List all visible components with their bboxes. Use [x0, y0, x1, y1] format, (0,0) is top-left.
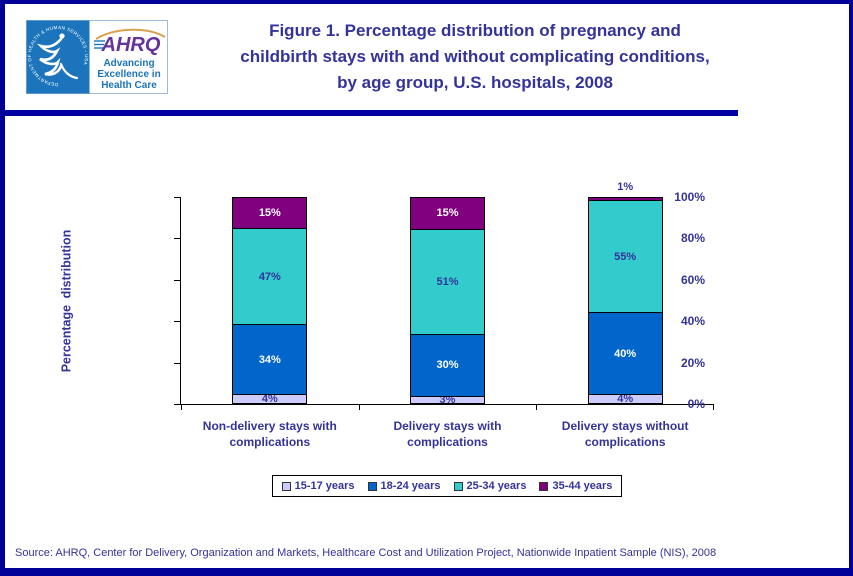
stacked-bar: 55% 40% 4%	[587, 197, 663, 404]
stacked-bar: 15% 51% 30% 3%	[410, 197, 485, 404]
legend-swatch	[281, 481, 291, 491]
legend-item: 15-17 years	[281, 480, 355, 492]
ahrq-speed-lines	[94, 40, 105, 49]
bar-segment: 51%	[411, 228, 484, 334]
legend-label: 25-34 years	[466, 480, 527, 492]
y-axis-tick	[174, 404, 180, 405]
bar-segment: 55%	[588, 200, 662, 313]
legend-label: 15-17 years	[294, 480, 355, 492]
legend-swatch	[453, 481, 463, 491]
y-axis-tick	[174, 238, 180, 240]
bar-segment	[588, 198, 662, 201]
bar-segment: 15%	[233, 198, 307, 229]
segment-label: 30%	[436, 359, 459, 372]
y-axis-tick-label: 60%	[680, 272, 705, 287]
figure-title: Figure 1. Percentage distribution of pre…	[165, 18, 785, 96]
bar-segment: 30%	[411, 333, 484, 396]
plot-area: 0% 20% 40% 60% 80% 100% 15% 47% 34% 4% Non-deliver…	[174, 181, 714, 449]
bar-segment: 4%	[233, 393, 307, 403]
y-axis-tick	[174, 197, 180, 198]
segment-label: 47%	[258, 270, 281, 283]
stacked-bar: 15% 47% 34% 4%	[232, 197, 308, 404]
segment-label: 40%	[614, 347, 637, 360]
segment-label: 55%	[614, 250, 637, 263]
legend-item: 35-44 years	[539, 480, 612, 492]
x-axis-tick	[713, 405, 714, 410]
figure-title-line-1: Figure 1. Percentage distribution of pre…	[269, 21, 681, 40]
legend-label: 35-44 years	[552, 480, 613, 492]
y-axis-tick	[174, 279, 180, 281]
figure-title-line-2: childbirth stays with and without compli…	[240, 47, 710, 66]
legend-label: 18-24 years	[380, 480, 441, 492]
segment-label: 15%	[258, 207, 281, 220]
legend-swatch	[539, 481, 549, 491]
tagline-line-2: Excellence in	[97, 69, 160, 80]
y-axis-title: Percentage distribution	[59, 229, 74, 372]
segment-label: 4%	[261, 393, 278, 403]
category-label: Delivery stays without complications	[561, 419, 689, 449]
category-label: Non-delivery stays with complications	[202, 419, 337, 449]
bar-segment: 3%	[411, 395, 484, 404]
x-axis-tick	[181, 405, 182, 410]
outside-segment-label: 1%	[617, 181, 634, 193]
y-axis-tick-label: 20%	[680, 355, 705, 370]
ahrq-hhs-logo: DEPARTMENT OF HEALTH & HUMAN SERVICES - …	[26, 20, 168, 94]
category-label: Delivery stays with complications	[393, 419, 502, 449]
tagline-line-1: Advancing	[103, 58, 154, 69]
y-axis-tick-label: 40%	[680, 314, 705, 329]
bar-segment: 40%	[588, 312, 662, 394]
y-axis-tick	[174, 321, 180, 323]
hhs-seal-background	[26, 20, 90, 94]
legend-row: 15-17 years 18-24 years 25-34 years 35-44 y…	[180, 475, 714, 497]
segment-label: 4%	[617, 393, 634, 403]
bar-segment: 15%	[411, 198, 484, 229]
legend-item: 25-34 years	[453, 480, 527, 492]
bar-segment: 4%	[588, 393, 662, 403]
source-note: Source: AHRQ, Center for Delivery, Organ…	[15, 547, 717, 559]
figure-title-line-3: by age group, U.S. hospitals, 2008	[337, 73, 613, 92]
x-axis-tick	[536, 405, 538, 410]
y-axis-tick	[174, 362, 180, 364]
segment-label: 51%	[436, 275, 459, 288]
ahrq-brand-text: AHRQ	[101, 34, 161, 56]
y-axis-tick-label: 0%	[687, 397, 705, 411]
bar-segment: 47%	[233, 228, 307, 325]
segment-label: 3%	[439, 395, 456, 404]
header-divider-rule	[5, 110, 738, 116]
y-axis-tick-label: 100%	[674, 190, 705, 204]
bar-segment: 34%	[233, 324, 307, 394]
tagline-line-3: Health Care	[101, 80, 157, 91]
ahrq-wordmark: AHRQ Advancing Excellence in Health Care	[94, 28, 166, 91]
segment-label: 15%	[436, 207, 459, 220]
x-axis-tick	[358, 405, 360, 410]
y-axis-tick-label: 80%	[680, 231, 705, 246]
hhs-eagle-icon	[36, 33, 79, 80]
legend: 15-17 years 18-24 years 25-34 years 35-44 y…	[271, 475, 623, 497]
ahrq-arc	[95, 28, 166, 40]
legend-item: 18-24 years	[367, 480, 441, 492]
legend-swatch	[367, 481, 377, 491]
segment-label: 34%	[258, 353, 281, 366]
